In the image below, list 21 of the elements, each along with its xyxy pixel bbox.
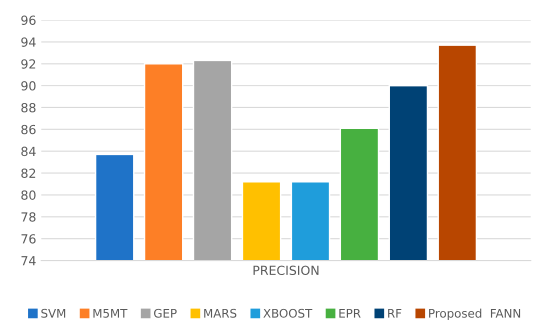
y-tick-label: 78 bbox=[22, 212, 36, 222]
y-tick-label: 76 bbox=[22, 234, 36, 244]
y-tick-label: 74 bbox=[22, 256, 36, 266]
y-tick-label: 82 bbox=[21, 168, 36, 178]
y-tick-label: 96 bbox=[21, 16, 36, 25]
y-tick-label: 88 bbox=[21, 102, 36, 112]
legend-label: Proposed FANN bbox=[429, 308, 520, 320]
legend-label: M5MT bbox=[93, 308, 128, 318]
legend-label: GEP bbox=[154, 308, 177, 318]
y-tick-label: 84 bbox=[21, 146, 36, 156]
y-tick-label: 86 bbox=[21, 124, 36, 134]
x-tick-label: PRECISION bbox=[254, 266, 318, 276]
y-tick-label: 80 bbox=[21, 190, 36, 200]
y-tick-label: 90 bbox=[21, 81, 36, 91]
legend-label: RF bbox=[388, 308, 402, 318]
legend-label: XBOOST bbox=[263, 308, 312, 318]
y-tick-label: 92 bbox=[21, 59, 36, 69]
y-tick-label: 94 bbox=[21, 37, 36, 47]
legend-label: MARS bbox=[204, 308, 236, 318]
legend-label: EPR bbox=[339, 308, 361, 318]
legend-label: SVM bbox=[41, 308, 66, 318]
